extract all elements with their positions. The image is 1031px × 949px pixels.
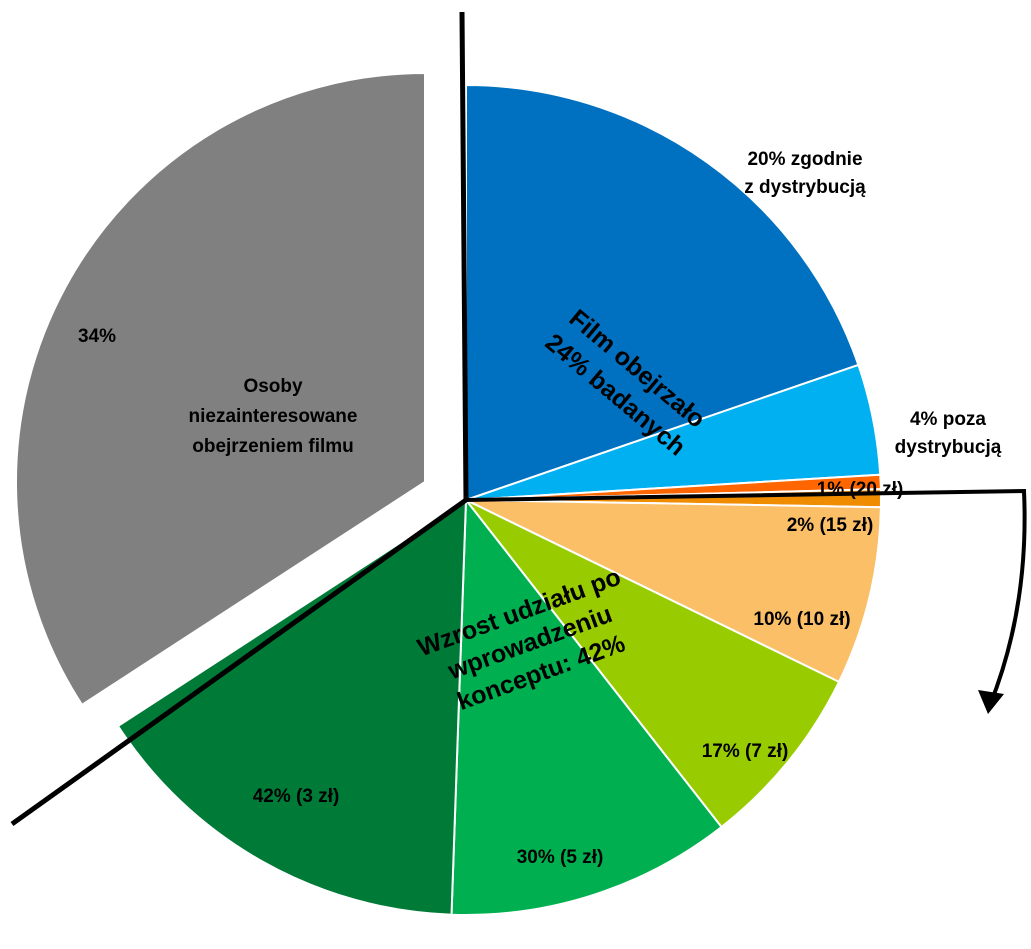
slice-label-line: 30% (5 zł) xyxy=(517,847,604,868)
slice-label-dist: 20% zgodnie z dystrybucją xyxy=(744,149,866,198)
slice-label-p15: 2% (15 zł) xyxy=(787,515,874,536)
group-captions: Osoby niezainteresowane obejrzeniem filmuF… xyxy=(189,304,711,716)
slice-label-line: 20% zgodnie xyxy=(747,149,862,170)
slice-p5 xyxy=(450,497,723,916)
pie-slices xyxy=(15,71,882,916)
slice-label-line: 10% (10 zł) xyxy=(753,609,850,630)
uninterested-caption-line: niezainteresowane xyxy=(189,406,358,427)
slice-p10 xyxy=(465,499,882,684)
slice-p7 xyxy=(465,499,841,829)
uninterested-caption-line: Osoby xyxy=(243,376,303,397)
slice-label-p3: 42% (3 zł) xyxy=(253,786,340,807)
uninterested-caption: Osoby niezainteresowane obejrzeniem filmu xyxy=(189,376,358,457)
bracket-arrow-line xyxy=(465,488,1027,706)
slice-label-uninterested: 34% xyxy=(78,326,116,347)
slice-label-line: 42% (3 zł) xyxy=(253,786,340,807)
slice-label-line: 34% xyxy=(78,326,116,347)
slice-label-p7: 17% (7 zł) xyxy=(702,741,789,762)
slice-p3 xyxy=(116,498,468,916)
slice-label-p10: 10% (10 zł) xyxy=(753,609,850,630)
divider-bottom-line xyxy=(10,497,468,827)
slice-label-line: 4% poza xyxy=(910,409,986,430)
slice-dist xyxy=(465,83,860,502)
slice-label-outside: 4% poza dystrybucją xyxy=(895,409,1002,458)
slice-label-line: z dystrybucją xyxy=(744,177,866,198)
slice-label-line: 1% (20 zł) xyxy=(817,479,904,500)
divider-lines xyxy=(10,11,1027,827)
slice-label-p5: 30% (5 zł) xyxy=(517,847,604,868)
slice-label-line: 17% (7 zł) xyxy=(702,741,789,762)
slice-labels: 20% zgodnie z dystrybucją 4% poza dystrybuc… xyxy=(78,149,1002,868)
arrowhead-icon xyxy=(978,690,1004,714)
slice-uninterested xyxy=(15,71,426,707)
slice-label-line: 2% (15 zł) xyxy=(787,515,874,536)
uninterested-caption-line: obejrzeniem filmu xyxy=(192,436,354,457)
divider-top-line xyxy=(459,11,469,501)
slice-label-p20: 1% (20 zł) xyxy=(817,479,904,500)
slice-label-line: dystrybucją xyxy=(895,437,1002,458)
